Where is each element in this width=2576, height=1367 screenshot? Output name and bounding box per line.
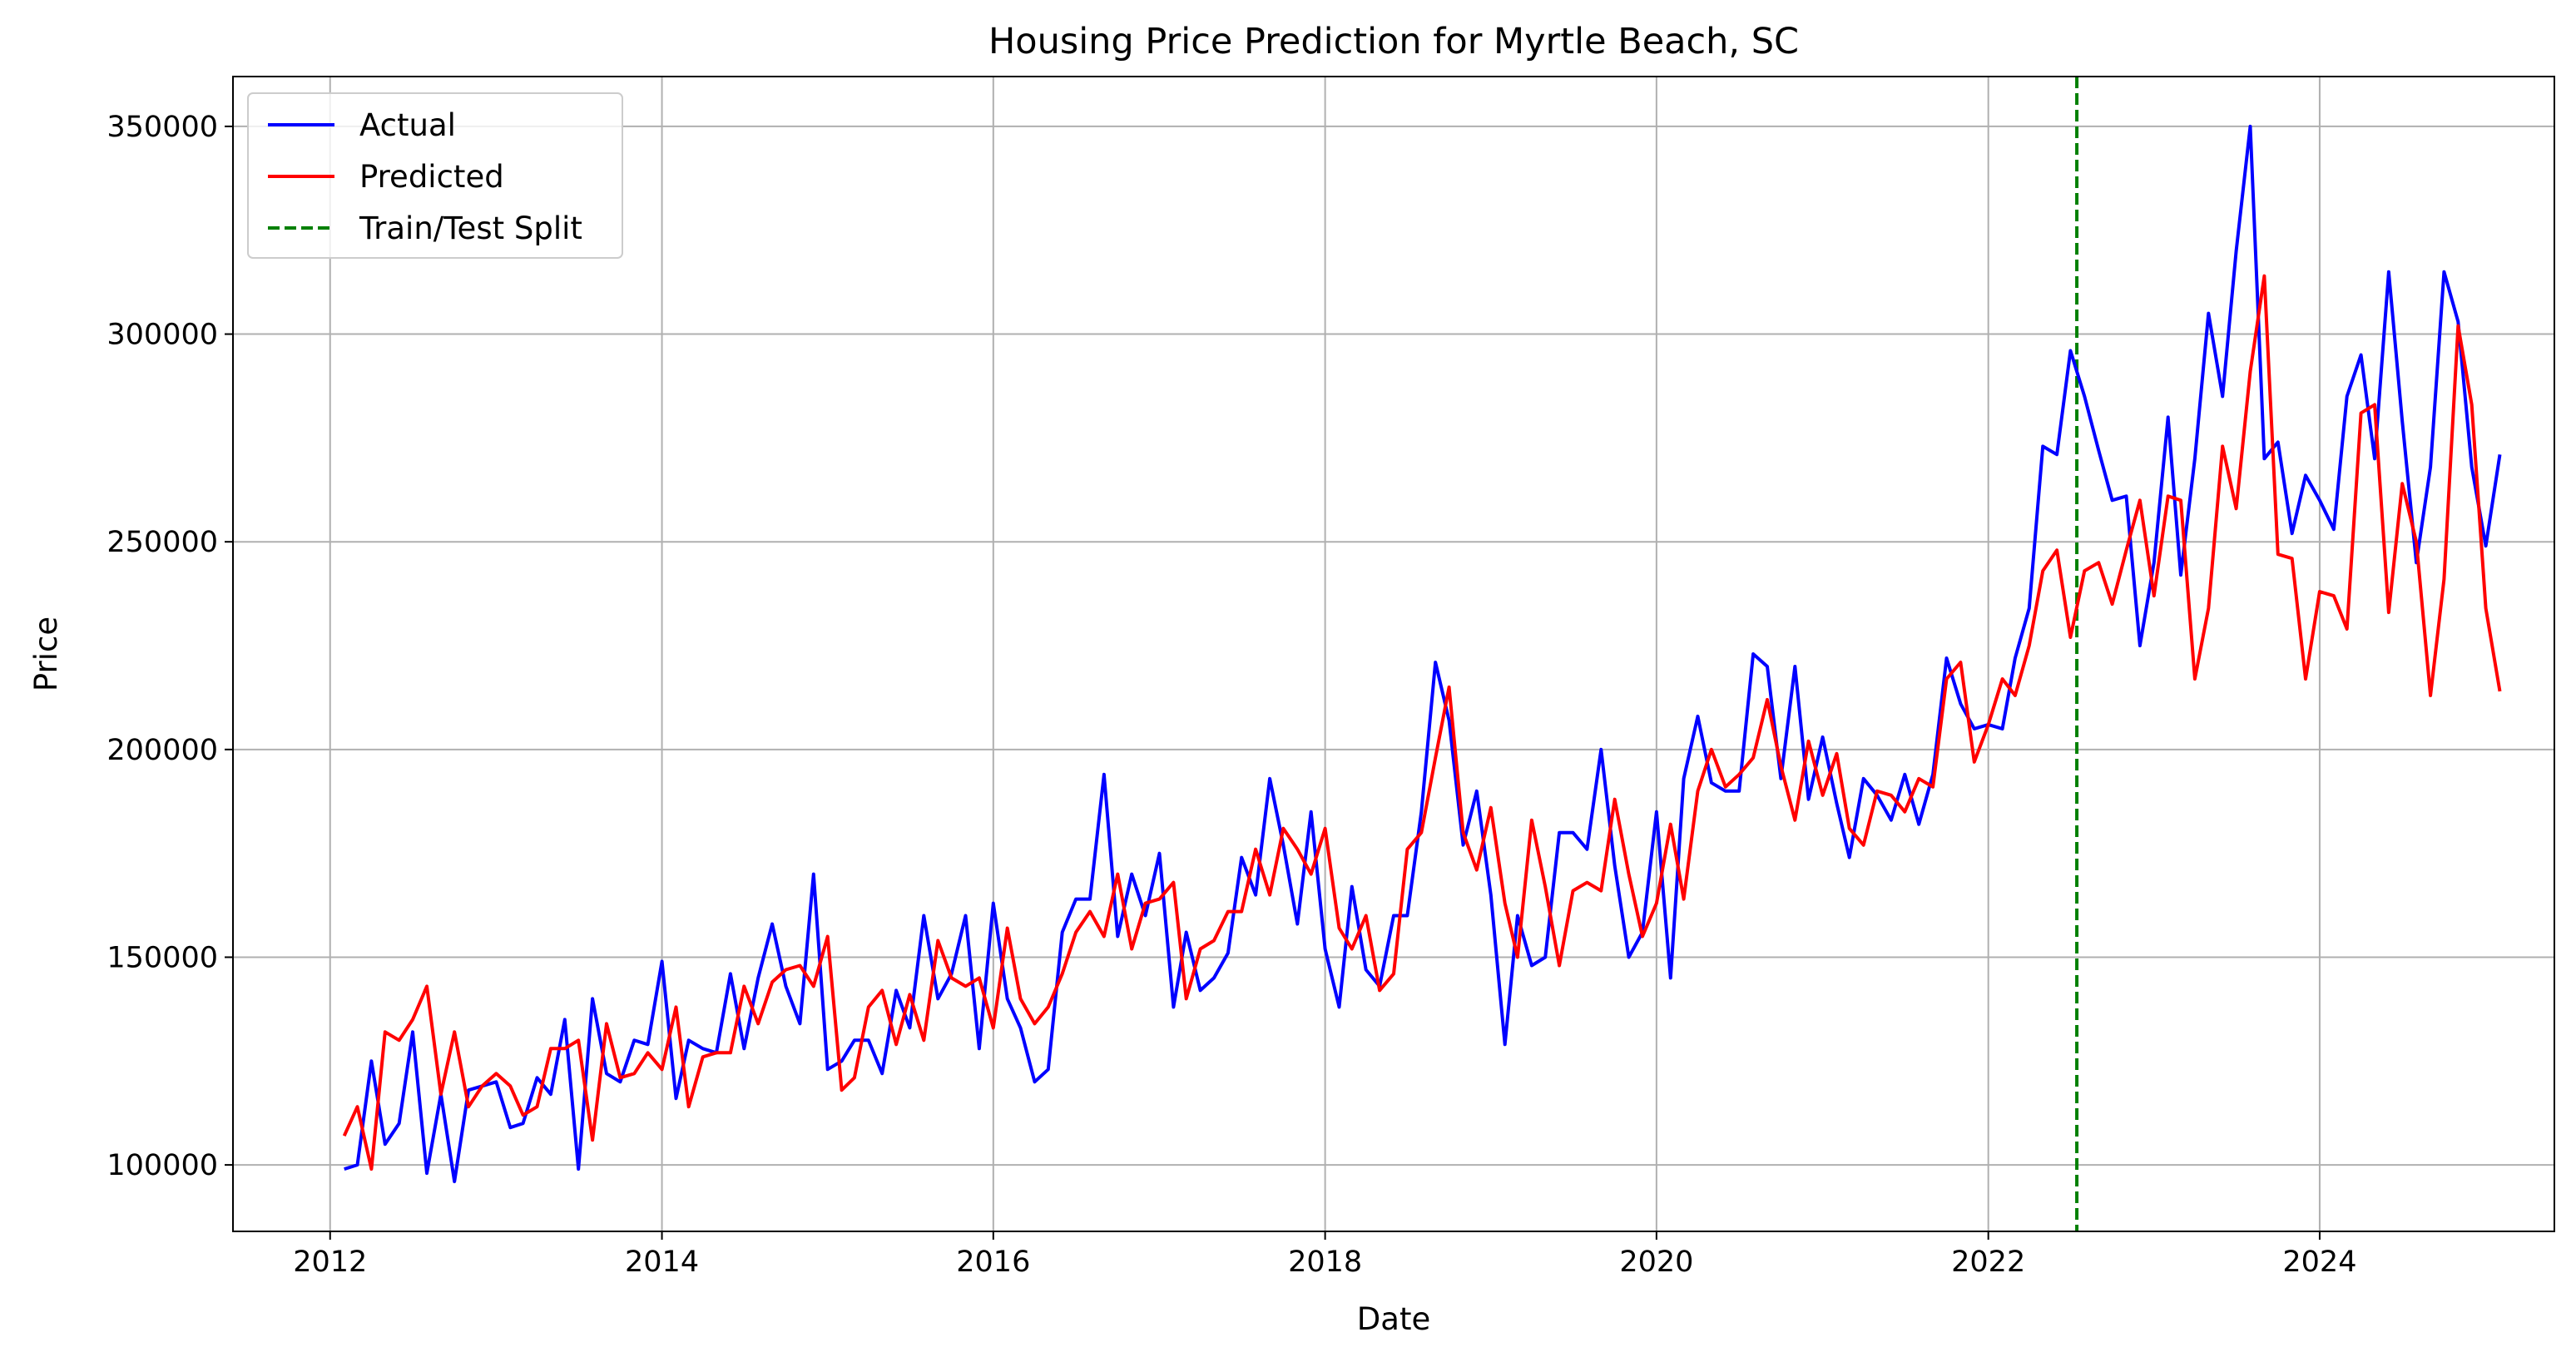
series-line-actual — [344, 124, 2502, 1184]
plot-frame — [232, 76, 2555, 1232]
x-tick-label: 2018 — [1288, 1246, 1362, 1279]
y-tick-label: 250000 — [107, 526, 218, 559]
series-line-predicted — [342, 274, 2502, 1171]
x-tick-label: 2024 — [2282, 1246, 2356, 1279]
x-tick-label: 2020 — [1619, 1246, 1693, 1279]
axis-ticks: 2012 2014 2016 2018 2020 2022 2024 100000 150000… — [107, 111, 2356, 1279]
legend-label-actual: Actual — [359, 107, 456, 143]
x-axis-label: Date — [1357, 1301, 1430, 1337]
legend-label-predicted: Predicted — [359, 159, 504, 195]
legend-label-train-test-split: Train/Test Split — [359, 210, 582, 246]
x-tick-label: 2022 — [1951, 1246, 2025, 1279]
x-tick-label: 2012 — [293, 1246, 367, 1279]
y-tick-label: 350000 — [107, 111, 218, 144]
y-tick-label: 200000 — [107, 734, 218, 767]
y-tick-label: 100000 — [107, 1149, 218, 1182]
series-lines — [342, 124, 2502, 1184]
legend: Actual Predicted Train/Test Split — [247, 92, 623, 259]
y-tick-label: 150000 — [107, 941, 218, 974]
grid-lines — [233, 77, 2554, 1231]
x-tick-label: 2016 — [956, 1246, 1030, 1279]
chart-title: Housing Price Prediction for Myrtle Beac… — [988, 21, 1799, 62]
x-tick-label: 2014 — [625, 1246, 699, 1279]
y-axis-label: Price — [28, 617, 64, 691]
y-tick-label: 300000 — [107, 319, 218, 352]
legend-box — [247, 92, 623, 259]
